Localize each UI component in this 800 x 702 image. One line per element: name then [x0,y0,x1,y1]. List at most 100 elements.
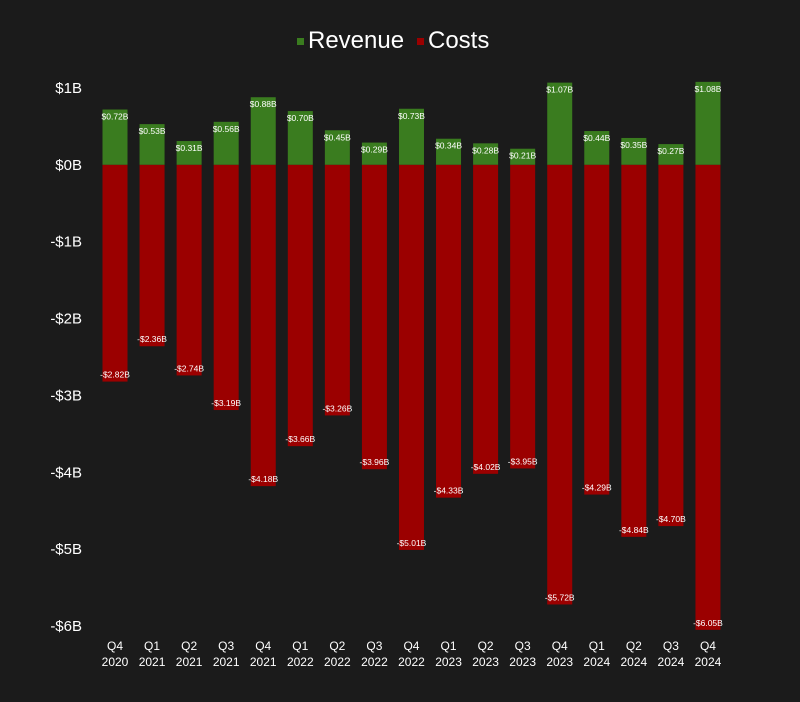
data-label-costs: -$6.05B [693,618,723,628]
legend: Revenue Costs [297,27,489,54]
bar-revenue [250,97,276,165]
data-label-revenue: $0.70B [287,113,314,123]
data-label-costs: -$2.36B [137,334,167,344]
data-label-costs: -$2.82B [100,370,130,380]
data-label-revenue: $0.29B [361,145,388,155]
data-label-revenue: $0.72B [102,112,129,122]
x-tick-quarter: Q4 [552,639,568,653]
bar-revenue [176,141,202,165]
x-tick-year: 2020 [102,655,129,669]
bar-revenue [139,124,165,165]
data-label-revenue: $0.73B [398,111,425,121]
x-tick-quarter: Q1 [292,639,308,653]
x-tick-quarter: Q2 [181,639,197,653]
y-axis: $1B $0B -$1B -$2B -$3B -$4B -$5B -$6B [50,80,82,635]
x-tick-year: 2023 [435,655,462,669]
x-tick-quarter: Q4 [700,639,716,653]
bar-costs [213,164,239,411]
bar-costs [139,164,165,347]
x-tick-year: 2024 [695,655,722,669]
data-label-revenue: $0.34B [435,141,462,151]
y-tick-label: -$6B [50,618,82,635]
data-label-costs: -$3.66B [285,434,315,444]
bar-costs [102,164,128,382]
x-tick-year: 2024 [583,655,610,669]
data-label-costs: -$5.72B [545,592,575,602]
y-tick-label: -$2B [50,311,82,328]
x-tick-year: 2023 [472,655,499,669]
bar-costs [584,164,610,495]
x-tick-year: 2021 [250,655,277,669]
bar-costs [176,164,202,376]
bar-revenue [436,138,462,165]
data-label-costs: -$5.01B [397,538,427,548]
x-tick-year: 2023 [509,655,536,669]
bars [102,81,721,630]
x-tick-quarter: Q3 [218,639,234,653]
bar-costs [287,164,313,447]
y-tick-label: -$4B [50,464,82,481]
x-tick-year: 2024 [620,655,647,669]
data-label-costs: -$3.96B [360,457,390,467]
data-label-revenue: $0.88B [250,99,277,109]
bar-revenue [473,143,499,165]
bar-costs [250,164,276,487]
x-tick-quarter: Q4 [403,639,419,653]
x-tick-quarter: Q4 [255,639,271,653]
x-tick-quarter: Q3 [663,639,679,653]
x-tick-year: 2022 [324,655,351,669]
data-label-revenue: $0.27B [657,146,684,156]
bar-revenue [102,109,128,165]
x-tick-year: 2022 [361,655,388,669]
data-label-revenue: $0.35B [620,140,647,150]
y-tick-label: -$5B [50,541,82,558]
bar-revenue [584,131,610,165]
y-tick-label: -$1B [50,234,82,251]
bar-costs [547,164,573,605]
data-label-revenue: $0.45B [324,132,351,142]
data-label-revenue: $1.08B [694,84,721,94]
bar-revenue [695,81,721,165]
x-tick-quarter: Q3 [515,639,531,653]
bar-labels: $0.72B $0.53B $0.31B $0.56B $0.88B $0.70B $0.4… [100,84,723,628]
bar-costs [398,164,424,550]
bar-costs [436,164,462,498]
bar-revenue [510,148,536,165]
y-tick-label: $1B [55,80,82,97]
data-label-revenue: $0.31B [176,143,203,153]
bar-revenue [213,121,239,165]
bar-revenue [287,111,313,165]
data-label-revenue: $0.56B [213,124,240,134]
legend-swatch-revenue [297,38,304,45]
bar-revenue [324,130,350,165]
x-tick-quarter: Q2 [478,639,494,653]
y-tick-label: $0B [55,157,82,174]
data-label-costs: -$4.33B [434,486,464,496]
data-label-revenue: $0.44B [583,133,610,143]
x-tick-year: 2021 [213,655,240,669]
x-axis: Q4 2020 Q1 2021 Q2 2021 Q3 2021 Q4 2021 Q1 2022 Q2 20… [102,639,722,669]
data-label-costs: -$3.19B [211,398,241,408]
bar-revenue [658,144,684,165]
data-label-revenue: $0.21B [509,151,536,161]
data-label-costs: -$4.29B [582,483,612,493]
legend-label-costs: Costs [428,27,489,54]
x-tick-year: 2024 [658,655,685,669]
y-tick-label: -$3B [50,387,82,404]
data-label-costs: -$4.70B [656,514,686,524]
x-tick-quarter: Q1 [441,639,457,653]
bar-costs [621,164,647,537]
bar-costs [473,164,499,474]
x-tick-quarter: Q2 [329,639,345,653]
data-label-costs: -$4.84B [619,525,649,535]
data-label-costs: -$2.74B [174,363,204,373]
bar-costs [324,164,350,416]
bar-revenue [621,137,647,165]
x-tick-quarter: Q3 [366,639,382,653]
data-label-revenue: $1.07B [546,85,573,95]
x-tick-quarter: Q1 [144,639,160,653]
bar-costs [695,164,721,630]
bar-costs [658,164,684,527]
